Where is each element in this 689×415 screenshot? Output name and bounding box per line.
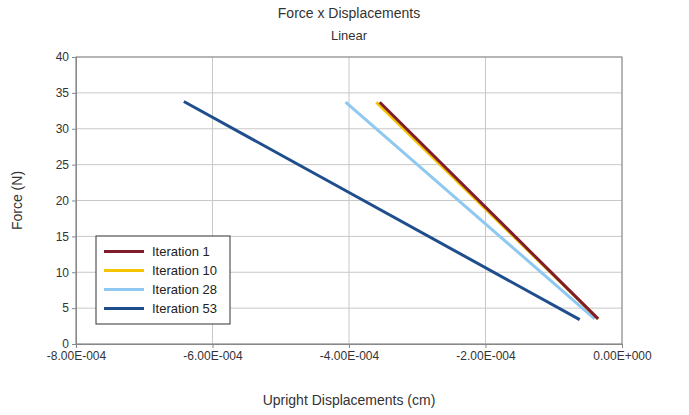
x-tick: -4.00E-004 [320, 344, 380, 363]
y-tick-mark [72, 93, 76, 94]
x-tick-label: -8.00E-004 [47, 349, 107, 363]
x-tick: -2.00E-004 [456, 344, 516, 363]
y-tick: 0 [62, 337, 76, 351]
legend-box [96, 236, 230, 324]
y-tick-mark [72, 236, 76, 237]
grid-line-y [76, 128, 622, 129]
x-tick-mark [349, 344, 350, 348]
y-tick-label: 40 [56, 50, 70, 64]
plot-frame [76, 57, 622, 344]
grid [76, 57, 622, 344]
y-tick: 35 [56, 86, 76, 100]
x-tick-mark [213, 344, 214, 348]
y-tick-mark [72, 272, 76, 273]
x-axis: -8.00E-004 -6.00E-004 -4.00E-004 -2.00E-004… [47, 344, 652, 363]
x-tick-label: -2.00E-004 [456, 349, 516, 363]
subtitle: Linear [331, 28, 368, 43]
y-tick-label: 25 [56, 158, 70, 172]
legend-label: Iteration 1 [152, 244, 210, 259]
y-axis-title: Force (N) [9, 171, 25, 230]
y-tick-label: 20 [56, 194, 70, 208]
y-tick-label: 10 [56, 266, 70, 280]
y-tick-label: 15 [56, 230, 70, 244]
x-tick-mark [486, 344, 487, 348]
y-tick: 30 [56, 122, 76, 136]
title: Force x Displacements [278, 5, 420, 21]
x-axis-title: Upright Displacements (cm) [263, 392, 436, 408]
y-tick-label: 35 [56, 86, 70, 100]
series-line [376, 102, 598, 319]
y-tick: 40 [56, 50, 76, 64]
legend-swatch [104, 288, 144, 291]
legend-label: Iteration 10 [152, 263, 217, 278]
legend-label: Iteration 28 [152, 282, 217, 297]
legend-swatch [104, 250, 144, 253]
x-tick: 0.00E+000 [593, 344, 652, 363]
legend-swatch [104, 307, 144, 310]
y-tick: 20 [56, 194, 76, 208]
legend: Iteration 1 Iteration 10 Iteration 28 Itera… [96, 236, 230, 324]
y-tick-mark [72, 344, 76, 345]
y-tick-mark [72, 165, 76, 166]
x-tick: -6.00E-004 [183, 344, 243, 363]
y-tick: 15 [56, 230, 76, 244]
y-axis: 0 5 10 15 20 25 30 35 40 [56, 50, 77, 351]
series-line [380, 102, 598, 319]
plot-area [76, 57, 622, 344]
x-tick: -8.00E-004 [47, 344, 107, 363]
y-tick-mark [72, 308, 76, 309]
chart: -8.00E-004 -6.00E-004 -4.00E-004 -2.00E-004… [0, 0, 689, 415]
x-tick-mark [622, 344, 623, 348]
x-axis-line [77, 345, 623, 349]
y-tick-mark [72, 129, 76, 130]
grid-line-y [76, 92, 622, 93]
x-tick-label: -6.00E-004 [183, 349, 243, 363]
series-lines [184, 101, 598, 319]
x-tick-label: -4.00E-004 [320, 349, 380, 363]
grid-line-y [76, 200, 622, 201]
y-tick-label: 0 [62, 337, 69, 351]
y-tick: 10 [56, 266, 76, 280]
series-line [346, 102, 595, 319]
grid-line-y [76, 164, 622, 165]
y-tick-label: 30 [56, 122, 70, 136]
y-tick: 5 [62, 301, 76, 315]
legend-label: Iteration 53 [152, 301, 217, 316]
legend-swatch [104, 269, 144, 272]
y-tick-mark [72, 201, 76, 202]
y-tick: 25 [56, 158, 76, 172]
y-tick-mark [72, 57, 76, 58]
y-tick-label: 5 [62, 301, 69, 315]
x-tick-label: 0.00E+000 [593, 349, 652, 363]
